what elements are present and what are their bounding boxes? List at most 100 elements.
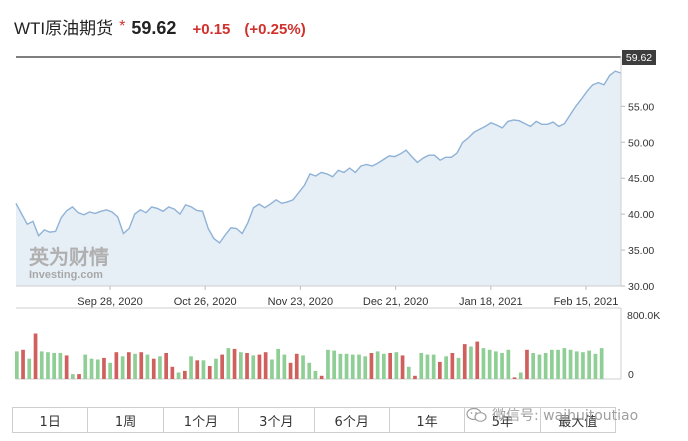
volume-bar <box>375 351 380 379</box>
volume-bar <box>263 352 268 379</box>
volume-bar <box>170 366 175 379</box>
volume-bar <box>350 354 355 379</box>
volume-bar <box>95 359 100 379</box>
wechat-icon <box>466 407 487 422</box>
range-button-1w[interactable]: 1周 <box>88 408 164 432</box>
x-tick-label: Sep 28, 2020 <box>77 296 142 308</box>
y-tick-label: 45.00 <box>628 173 654 185</box>
volume-bar <box>71 374 75 379</box>
price-area-fill <box>16 71 621 286</box>
volume-bar <box>64 355 69 379</box>
x-tick-label: Nov 23, 2020 <box>268 296 333 308</box>
last-price-flag-label: 59.62 <box>626 52 652 64</box>
volume-bar <box>531 353 535 379</box>
volume-bar <box>556 349 560 380</box>
price-change: +0.15 <box>192 21 231 38</box>
volume-bar <box>406 366 411 379</box>
volume-bar <box>301 355 305 379</box>
volume-bar <box>201 360 206 379</box>
volume-bar <box>469 346 473 379</box>
range-button-1m[interactable]: 1个月 <box>164 408 240 432</box>
volume-bar <box>89 358 94 379</box>
volume-bar <box>114 352 119 379</box>
x-tick-label: Oct 26, 2020 <box>174 296 237 308</box>
volume-bar <box>21 349 25 380</box>
volume-bar <box>183 370 187 379</box>
volume-bar <box>382 353 386 379</box>
volume-bar <box>251 355 256 379</box>
last-price: 59.62 <box>131 18 177 38</box>
volume-bar <box>400 355 405 379</box>
y-tick-label: 35.00 <box>628 245 654 257</box>
volume-bar <box>15 351 19 379</box>
volume-bar <box>525 349 529 380</box>
watermark-text: 微信号: waihuitoutiao <box>492 408 639 424</box>
volume-bar <box>369 353 374 379</box>
volume-bar <box>450 353 455 379</box>
volume-bar <box>599 348 604 379</box>
range-button-1y[interactable]: 1年 <box>390 408 466 432</box>
range-button-6m[interactable]: 6个月 <box>315 408 390 432</box>
volume-bar <box>338 353 343 379</box>
volume-bar <box>39 351 44 379</box>
volume-zero-label: 0 <box>628 369 634 381</box>
volume-bar <box>239 352 243 379</box>
volume-bar <box>214 358 218 379</box>
volume-bar <box>326 349 330 380</box>
volume-bar <box>232 348 237 379</box>
volume-bar <box>189 356 193 380</box>
volume-bar <box>195 360 200 379</box>
volume-bar <box>294 353 299 379</box>
volume-bar <box>108 362 112 380</box>
volume-bar <box>462 344 467 379</box>
x-tick-label: Feb 15, 2021 <box>554 296 619 308</box>
range-button-max[interactable]: 最大值 <box>558 414 598 430</box>
realtime-star-icon: * <box>119 18 126 35</box>
volume-bar <box>413 375 417 380</box>
y-tick-label: 30.00 <box>628 281 654 293</box>
volume-bar <box>46 352 50 379</box>
range-button-1d[interactable]: 1日 <box>13 408 89 432</box>
volume-bar <box>562 348 567 379</box>
volume-bar <box>83 354 88 379</box>
logo-cn-text: 英为财情 <box>29 245 109 269</box>
volume-bar <box>313 370 318 379</box>
volume-bar <box>543 353 548 379</box>
volume-bar <box>518 372 523 379</box>
volume-bar <box>568 349 573 380</box>
volume-bar <box>151 358 156 379</box>
volume-bar <box>220 354 224 379</box>
volume-bar <box>164 353 168 379</box>
volume-bar <box>506 349 511 380</box>
investing-logo: 英为财情 Investing.com <box>29 245 109 281</box>
y-tick-label: 50.00 <box>628 137 654 149</box>
volume-bar <box>133 353 137 379</box>
last-price-flag <box>622 50 656 65</box>
volume-bar <box>139 352 144 379</box>
volume-bar <box>456 357 461 379</box>
volume-bar <box>270 359 274 379</box>
volume-bar <box>344 353 349 379</box>
volume-bar <box>276 348 280 379</box>
volume-bar <box>27 358 32 379</box>
volume-bar <box>487 349 492 380</box>
volume-bar <box>419 353 424 379</box>
price-chart[interactable]: 30.00 35.00 40.00 45.00 50.00 55.00 Sep 28, 2… <box>0 0 688 405</box>
logo-en-text: Investing.com <box>29 269 103 281</box>
range-button-5y[interactable]: 5年 <box>465 408 541 432</box>
volume-bar <box>574 351 579 379</box>
volume-bar <box>288 362 293 380</box>
price-line <box>15 70 622 244</box>
volume-bar <box>587 350 591 379</box>
range-button-3m[interactable]: 3个月 <box>239 408 315 432</box>
time-range-selector: 1日 1周 1个月 3个月 6个月 1年 5年 最大值 <box>12 407 616 433</box>
volume-bar <box>475 341 480 379</box>
volume-bar <box>537 354 542 379</box>
x-tick-label: Jan 18, 2021 <box>459 296 523 308</box>
volume-bar <box>431 354 436 379</box>
x-tick-label: Dec 21, 2020 <box>363 296 428 308</box>
volume-bar <box>52 353 56 379</box>
volume-bar <box>512 377 517 379</box>
volume-bar <box>319 375 324 380</box>
volume-bar <box>425 354 430 379</box>
